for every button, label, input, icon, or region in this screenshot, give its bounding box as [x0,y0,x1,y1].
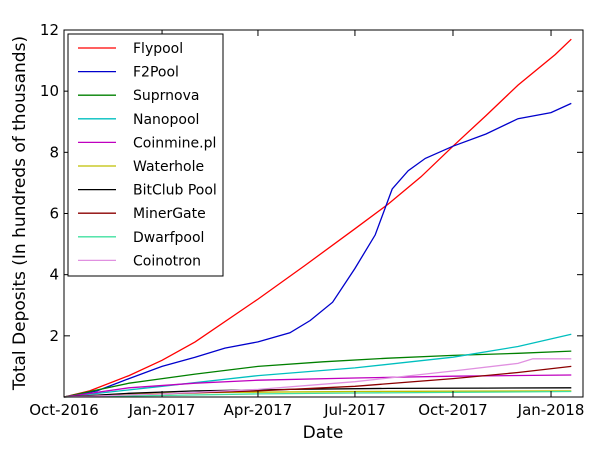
x-tick-label: Jul-2017 [323,401,386,419]
x-tick-label: Apr-2017 [224,401,293,419]
legend-label: Nanopool [133,112,199,128]
series-layer [63,38,572,398]
x-tick-label: Oct-2016 [29,401,99,419]
series-line-flypool [63,38,572,398]
series-line-coinotron [63,358,572,398]
series-line-coinmine-pl [63,374,572,398]
legend-label: F2Pool [133,65,179,81]
legend-label: Waterhole [133,159,204,175]
legend-label: Flypool [133,41,183,57]
y-tick-label: 8 [49,143,59,161]
x-tick-label: Jan-2018 [517,401,585,419]
legend-box [67,33,224,277]
y-tick-label: 10 [40,82,59,100]
legend: Flypool F2Pool Suprnova Nanopool Coinmine.pl… [67,33,224,277]
y-tick-label: 12 [40,21,59,39]
y-tick-label: 2 [49,327,59,345]
legend-label: Coinotron [133,253,201,269]
series-line-f2pool [63,102,572,398]
legend-label: Suprnova [133,88,199,104]
x-axis-title: Date [303,423,344,443]
legend-label: MinerGate [133,206,206,222]
legend-label: Dwarfpool [133,230,204,246]
ticks-layer: Oct-2016 Jan-2017 Apr-2017 Jul-2017 Oct-2017… [29,21,584,419]
x-tick-label: Oct-2017 [418,401,488,419]
series-line-suprnova [63,350,572,398]
y-axis-title: Total Deposits (In hundreds of thousands… [10,36,30,391]
legend-label: Coinmine.pl [133,135,216,151]
legend-label: BitClub Pool [133,183,217,199]
y-tick-label: 4 [49,266,59,284]
series-line-dwarfpool [63,390,572,398]
x-tick-label: Jan-2017 [128,401,196,419]
series-line-nanopool [63,333,572,398]
y-tick-label: 6 [49,205,59,223]
